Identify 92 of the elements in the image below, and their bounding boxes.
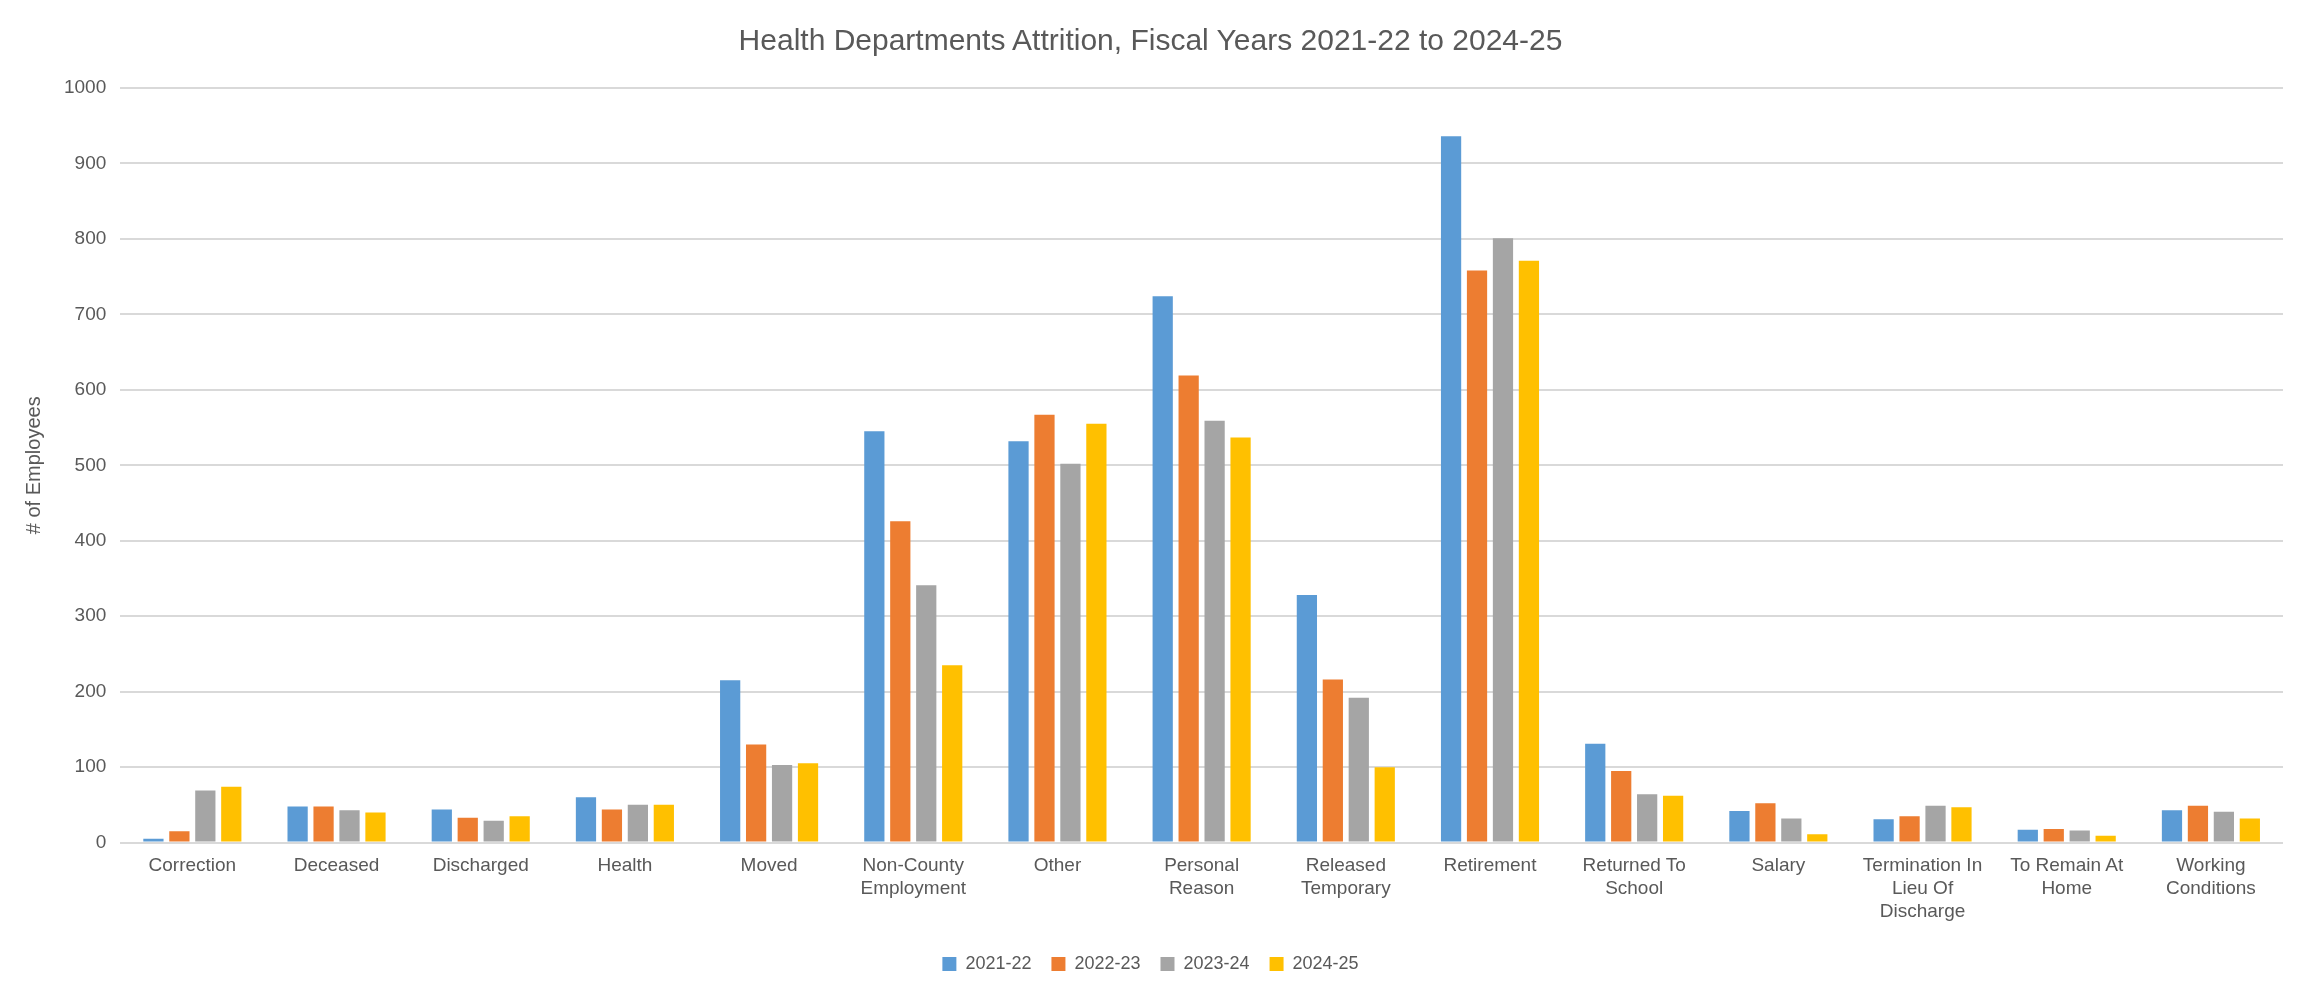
x-tick-label: Salary	[1751, 854, 1806, 876]
legend-label: 2023-24	[1183, 952, 1250, 973]
y-tick-label: 700	[74, 302, 107, 324]
y-tick-label: 100	[74, 755, 107, 777]
y-tick-label: 600	[74, 378, 107, 400]
bar	[720, 680, 741, 842]
x-tick-label: Health	[597, 854, 653, 876]
bar	[2043, 829, 2064, 842]
bar	[431, 809, 452, 842]
bar	[890, 521, 911, 842]
bar	[221, 786, 242, 842]
bar	[509, 816, 530, 842]
bar	[1729, 810, 1750, 842]
bar	[1348, 697, 1369, 842]
bar	[195, 790, 216, 842]
bar	[2017, 829, 2038, 842]
x-tick-label: Working Conditions	[2166, 854, 2256, 899]
bar	[864, 431, 885, 842]
bar	[1781, 818, 1802, 842]
bar	[771, 764, 793, 842]
bar	[942, 665, 963, 842]
x-tick-label: Termination In Lieu Of Discharge	[1862, 854, 1983, 921]
bar	[1585, 743, 1606, 842]
bar	[287, 806, 308, 842]
bar	[1322, 679, 1343, 842]
y-tick-label: 300	[74, 604, 107, 626]
bar	[1611, 770, 1632, 842]
x-tick-label: Discharged	[432, 854, 529, 876]
bar	[1086, 423, 1107, 842]
bar	[313, 806, 334, 842]
y-tick-label: 0	[95, 830, 107, 852]
bar	[2095, 835, 2116, 842]
y-tick-label: 1000	[63, 76, 107, 98]
y-tick-label: 400	[74, 528, 107, 550]
bar	[483, 820, 504, 842]
x-tick-label: Released Temporary	[1300, 854, 1392, 899]
bar	[2161, 810, 2183, 842]
bar	[1060, 463, 1081, 842]
bar	[1925, 805, 1946, 842]
bar	[1518, 260, 1540, 842]
bar	[1440, 136, 1462, 842]
bar	[1755, 803, 1776, 842]
bar	[1637, 794, 1658, 842]
x-tick-label: Personal Reason	[1164, 854, 1240, 899]
y-tick-label: 500	[74, 453, 107, 475]
legend-label: 2022-23	[1074, 952, 1141, 973]
bar	[1008, 441, 1029, 842]
bar	[745, 744, 767, 842]
bar	[1374, 767, 1395, 842]
bar	[2187, 805, 2209, 842]
bar	[1807, 834, 1828, 842]
y-tick-label: 900	[74, 151, 107, 173]
x-tick-label: Returned To School	[1582, 854, 1686, 899]
bar	[1230, 437, 1251, 842]
bar	[1873, 819, 1894, 842]
x-tick-label: Non-County Employment	[860, 854, 967, 899]
x-tick-label: Retirement	[1443, 854, 1538, 876]
x-tick-label: Moved	[740, 854, 798, 876]
legend-label: 2021-22	[965, 952, 1032, 973]
bar	[575, 797, 597, 842]
legend-label: 2024-25	[1292, 952, 1359, 973]
y-tick-label: 200	[74, 679, 107, 701]
bar	[797, 763, 819, 842]
bar	[1492, 238, 1514, 842]
bar	[601, 809, 623, 842]
bar	[2069, 830, 2090, 842]
bar	[1296, 595, 1318, 842]
bar	[143, 838, 164, 842]
bar	[916, 585, 937, 842]
bar	[339, 810, 360, 842]
x-tick-label: Deceased	[293, 854, 380, 876]
x-tick-label: To Remain At Home	[2010, 854, 2124, 899]
bar	[1466, 270, 1488, 842]
bar	[1662, 795, 1684, 842]
bar	[1178, 375, 1199, 842]
bar	[1951, 807, 1972, 842]
bar	[653, 804, 674, 842]
bar	[169, 831, 190, 842]
bar	[457, 817, 478, 842]
bar	[2213, 811, 2235, 842]
bar	[1034, 414, 1055, 842]
bar	[365, 812, 386, 842]
x-tick-label: Other	[1033, 854, 1082, 876]
bar	[2239, 818, 2260, 842]
bar	[1152, 296, 1173, 842]
chart-title: Health Departments Attrition, Fiscal Years 2021-22 to 2024-25	[738, 23, 1563, 57]
y-axis-title: # of Employees	[21, 396, 44, 535]
bar	[627, 804, 648, 842]
x-tick-label: Correction	[148, 854, 237, 876]
bar	[1204, 420, 1225, 842]
y-tick-label: 800	[74, 227, 107, 249]
bar	[1899, 816, 1920, 842]
